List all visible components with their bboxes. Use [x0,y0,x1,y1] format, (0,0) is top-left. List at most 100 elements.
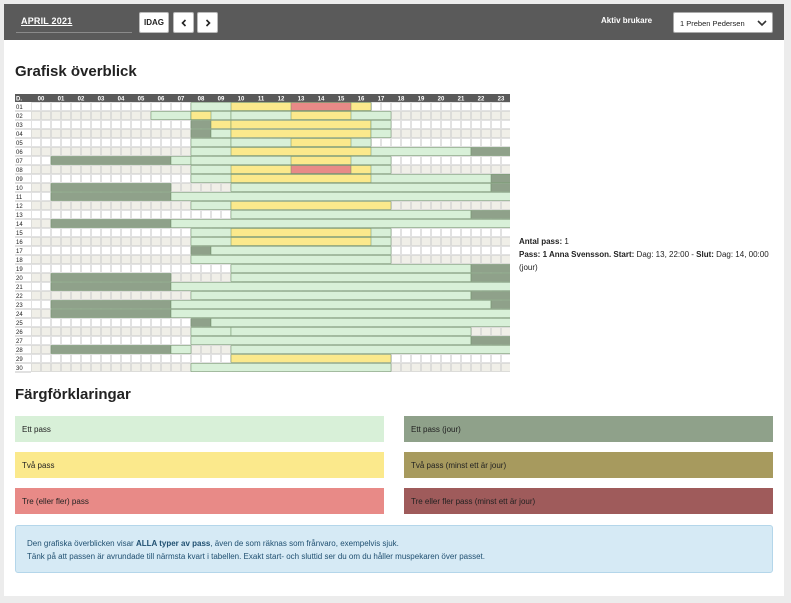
today-button[interactable]: IDAG [139,12,169,33]
grid-cell [61,129,71,138]
grid-cell [51,174,61,183]
grid-cell [131,246,141,255]
active-user-label: Aktiv brukare [601,16,653,25]
grid-cell [91,255,101,264]
grid-cell [181,102,191,111]
legend-item: Tre (eller fler) pass [15,488,384,514]
day-label: 30 [16,366,23,372]
overview-grid-svg: D. 00 01 02 03 04 05 06 07 08 09 10 11 12 13 14 15 16 17 18… [15,94,510,373]
shift-block [490,300,510,309]
grid-cell [51,363,61,372]
grid-cell [481,327,491,336]
grid-cell [421,201,431,210]
grid-cell [161,138,171,147]
grid-cell [151,318,161,327]
shift-block [210,129,232,138]
grid-cell [101,327,111,336]
chevron-left-icon [180,18,186,27]
grid-cell [451,363,461,372]
grid-cell [111,120,121,129]
grid-cell [401,363,411,372]
legend-item-label: Två pass [22,460,55,470]
grid-cell [211,354,221,363]
grid-cell [181,183,191,192]
grid-cell [391,354,401,363]
shift-block [210,318,510,327]
shift-block [230,327,472,336]
grid-cell [421,237,431,246]
grid-cell [141,165,151,174]
grid-cell [431,237,441,246]
grid-cell [131,129,141,138]
grid-cell [431,165,441,174]
overview-title: Grafisk överblick [15,63,137,80]
shift-block [230,237,372,246]
shift-block [190,138,232,147]
grid-cell [471,156,481,165]
grid-cell [141,237,151,246]
grid-cell [61,246,71,255]
grid-cell [121,129,131,138]
day-label: 01 [16,105,23,111]
next-month-button[interactable] [197,12,218,33]
month-selector[interactable]: APRIL 2021 [16,11,132,33]
grid-cell [421,354,431,363]
grid-cell [171,327,181,336]
grid-cell [411,363,421,372]
grid-cell [461,165,471,174]
grid-cell [401,228,411,237]
grid-cell [41,363,51,372]
grid-cell [171,129,181,138]
grid-cell [61,354,71,363]
grid-cell [61,201,71,210]
shift-block [230,183,492,192]
grid-cell [81,291,91,300]
previous-month-button[interactable] [173,12,194,33]
grid-cell [111,174,121,183]
month-label[interactable]: APRIL 2021 [21,16,73,26]
grid-cell [181,363,191,372]
grid-cell [31,273,41,282]
grid-cell [451,246,461,255]
selected-user-value: 1 Preben Pedersen [680,19,745,28]
grid-cell [151,147,161,156]
shift-block [190,120,212,129]
grid-cell [81,336,91,345]
grid-cell [141,291,151,300]
grid-cell [71,336,81,345]
grid-cell [101,138,111,147]
grid-cell [211,210,221,219]
grid-cell [31,138,41,147]
grid-cell [51,318,61,327]
grid-cell [451,354,461,363]
grid-cell [141,354,151,363]
grid-cell [171,246,181,255]
grid-cell [61,102,71,111]
grid-cell [481,363,491,372]
grid-cell [101,228,111,237]
grid-cell [441,129,451,138]
grid-cell [121,336,131,345]
grid-cell [101,264,111,273]
hour-label: 20 [438,97,445,103]
shift-block [50,300,172,309]
grid-cell [411,138,421,147]
grid-cell [501,165,510,174]
active-user-select[interactable]: 1 Preben Pedersen [673,12,773,33]
grid-cell [221,354,231,363]
grid-cell [501,363,510,372]
grid-cell [431,102,441,111]
grid-cell [441,255,451,264]
grid-cell [71,129,81,138]
hour-label: 16 [358,97,365,103]
grid-cell [171,291,181,300]
grid-cell [181,255,191,264]
grid-cell [111,111,121,120]
grid-cell [161,291,171,300]
grid-cell [61,255,71,264]
grid-cell [101,237,111,246]
grid-cell [391,363,401,372]
grid-cell [81,174,91,183]
grid-cell [41,156,51,165]
grid-cell [181,354,191,363]
